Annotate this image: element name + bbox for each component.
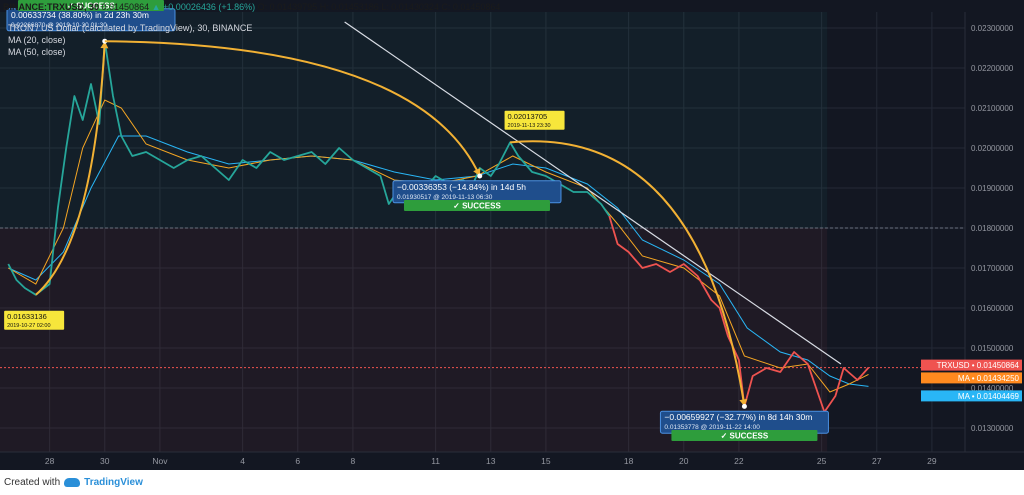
high-label: H: 0.01453186	[319, 2, 379, 12]
arc-arrowhead	[100, 41, 109, 49]
price-chart[interactable]: 0.01633136 2019-10-27 02:00 0.02013705 2019…	[0, 0, 1024, 470]
arc-endpoint	[477, 173, 483, 179]
legend-title[interactable]: TRON / US Dollar (calculated by TradingV…	[8, 23, 253, 33]
open-label: O: 0.01439795	[257, 2, 318, 12]
legend-ma20[interactable]: MA (20, close)	[8, 35, 66, 45]
point-label-box	[4, 310, 65, 330]
symbol-label: BINANCE:TRXUSD, 30	[3, 2, 100, 12]
ma20-line	[8, 99, 869, 393]
gridlines	[0, 12, 965, 452]
y-tick-label: 0.02100000	[971, 104, 1014, 113]
chart-header: BINANCE:TRXUSD, 30 0.01450864 ▲ +0.00026…	[3, 2, 500, 12]
y-tick-label: 0.02000000	[971, 144, 1014, 153]
y-axis: 0.01300000 0.01400000 0.01500000 0.01600000…	[964, 12, 1014, 452]
x-tick-label: 13	[486, 456, 496, 466]
callout-change: −0.00336353 (−14.84%) in 14d 5h	[397, 182, 526, 192]
price-tag-label: MA • 0.01434250	[958, 374, 1020, 383]
y-tick-label: 0.01800000	[971, 224, 1014, 233]
x-tick-label: Nov	[152, 456, 168, 466]
point-label-box	[504, 110, 565, 130]
plot-area	[0, 12, 965, 452]
price-line-down	[608, 215, 870, 413]
projection-arc	[104, 40, 481, 177]
y-tick-label: 0.01500000	[971, 344, 1014, 353]
y-tick-label: 0.01300000	[971, 424, 1014, 433]
callout-detail: 0.01930517 @ 2019-11-13 06:30	[397, 194, 493, 201]
y-tick-label: 0.01600000	[971, 304, 1014, 313]
point-label-value: 0.01633136	[7, 312, 47, 321]
price-change: +0.00026436 (+1.86%)	[163, 2, 256, 12]
success-label: ✓ SUCCESS	[453, 202, 501, 211]
y-tick-label: 0.02200000	[971, 64, 1014, 73]
y-tick-label: 0.02300000	[971, 24, 1014, 33]
projection-arc	[35, 41, 106, 296]
legend-ma50[interactable]: MA (50, close)	[8, 47, 66, 57]
x-tick-label: 4	[240, 456, 245, 466]
price-tag-label: MA • 0.01404469	[958, 392, 1020, 401]
tradingview-logo-icon	[64, 478, 81, 487]
projection-arc	[509, 140, 746, 407]
x-tick-label: 25	[817, 456, 827, 466]
point-label-value: 0.02013705	[508, 112, 548, 121]
low-label: L: 0.01430324	[381, 2, 439, 12]
close-label: C: 0.01450864	[441, 2, 501, 12]
last-price: 0.01450864	[101, 2, 150, 12]
callout-change: 0.00633734 (38.80%) in 2d 23h 30m	[11, 10, 149, 20]
x-tick-label: 29	[927, 456, 937, 466]
x-tick-label: 18	[624, 456, 634, 466]
success-label: ✓ SUCCESS	[67, 2, 115, 11]
x-tick-label: 28	[45, 456, 55, 466]
callout-detail: 0.02266870 @ 2019-10-30 01:30	[11, 22, 107, 29]
success-badge	[403, 200, 550, 211]
x-tick-label: 11	[431, 456, 440, 466]
x-tick-label: 30	[100, 456, 110, 466]
footer: Created with TradingView	[4, 477, 143, 488]
x-tick-label: 6	[295, 456, 300, 466]
x-tick-label: 22	[734, 456, 744, 466]
change-arrow: ▲	[151, 2, 161, 12]
x-tick-label: 20	[679, 456, 689, 466]
annotations: 0.01633136 2019-10-27 02:00 0.02013705 2019…	[4, 0, 842, 441]
point-label-time: 2019-11-13 23:30	[508, 123, 551, 129]
price-tag	[921, 390, 1022, 402]
price-tag	[921, 359, 1022, 371]
x-tick-label: 27	[872, 456, 882, 466]
y-tick-label: 0.01400000	[971, 384, 1014, 393]
price-line-up	[7, 40, 611, 296]
arc-arrowhead	[739, 398, 748, 407]
x-tick-label: 15	[541, 456, 551, 466]
success-label: ✓ SUCCESS	[721, 432, 769, 441]
success-badge	[671, 430, 818, 441]
trendline	[344, 21, 842, 365]
price-tag	[921, 372, 1022, 384]
x-tick-label: 8	[351, 456, 356, 466]
point-label-time: 2019-10-27 02:00	[7, 323, 50, 329]
x-axis: 28 30 Nov 4 6 8 11 13 15 18 20 22 25 27 29	[0, 451, 1024, 466]
callout-change: −0.00659927 (−32.77%) in 8d 14h 30m	[664, 412, 812, 422]
callout-detail: 0.01353778 @ 2019-11-22 14:00	[664, 424, 760, 431]
y-tick-label: 0.01900000	[971, 184, 1014, 193]
price-tags: TRXUSD • 0.01450864 MA • 0.01434250 MA • 0…	[921, 359, 1022, 402]
risk-zones	[0, 12, 965, 452]
y-tick-label: 0.01700000	[971, 264, 1014, 273]
success-badge	[17, 0, 164, 12]
created-with-label: Created with	[4, 477, 61, 488]
price-series	[0, 40, 965, 413]
arc-endpoint	[741, 403, 747, 409]
price-tag-label: TRXUSD • 0.01450864	[937, 361, 1020, 370]
tradingview-brand[interactable]: TradingView	[84, 477, 143, 488]
